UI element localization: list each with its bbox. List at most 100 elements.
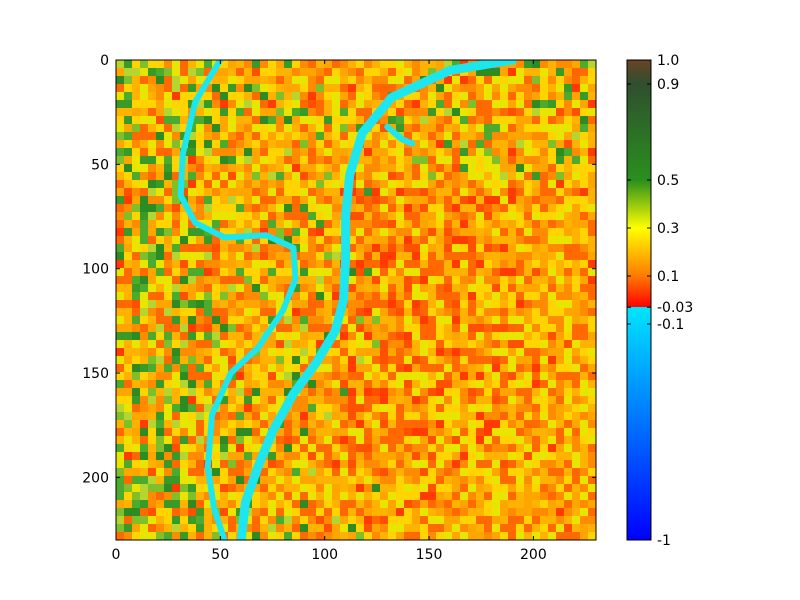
heatmap-cell [540, 220, 549, 229]
heatmap-cell [532, 460, 541, 469]
heatmap-cell [556, 76, 565, 85]
heatmap-cell [244, 220, 253, 229]
heatmap-cell [548, 500, 557, 509]
heatmap-cell [564, 292, 573, 301]
heatmap-cell [404, 180, 413, 189]
heatmap-cell [580, 500, 589, 509]
heatmap-cell [148, 452, 157, 461]
heatmap-cell [436, 460, 445, 469]
heatmap-cell [308, 244, 317, 253]
heatmap-cell [540, 284, 549, 293]
heatmap-cell [516, 268, 525, 277]
heatmap-cell [532, 132, 541, 141]
heatmap-cell [196, 516, 205, 525]
heatmap-cell [444, 324, 453, 333]
heatmap-cell [172, 228, 181, 237]
heatmap-cell [148, 140, 157, 149]
heatmap-cell [484, 276, 493, 285]
heatmap-cell [428, 156, 437, 165]
heatmap-cell [508, 484, 517, 493]
heatmap-cell [412, 500, 421, 509]
heatmap-cell [340, 364, 349, 373]
heatmap-cell [172, 212, 181, 221]
heatmap-cell [164, 316, 173, 325]
heatmap-cell [356, 372, 365, 381]
heatmap-cell [292, 100, 301, 109]
heatmap-cell [276, 100, 285, 109]
heatmap-cell [260, 516, 269, 525]
heatmap-cell [316, 308, 325, 317]
heatmap-cell [468, 92, 477, 101]
heatmap-cell [180, 372, 189, 381]
heatmap-cell [276, 396, 285, 405]
heatmap-cell [292, 140, 301, 149]
heatmap-cell [156, 508, 165, 517]
heatmap-cell [588, 220, 596, 229]
heatmap-cell [428, 180, 437, 189]
heatmap-cell [444, 364, 453, 373]
heatmap-cell [396, 268, 405, 277]
y-tick-label: 150 [82, 366, 109, 382]
heatmap-cell [116, 276, 125, 285]
heatmap-cell [204, 332, 213, 341]
heatmap-cell [140, 220, 149, 229]
heatmap-cell [484, 204, 493, 213]
heatmap-cell [500, 460, 509, 469]
heatmap-cell [252, 172, 261, 181]
heatmap-cell [516, 68, 525, 77]
heatmap-cell [476, 212, 485, 221]
heatmap-cell [140, 76, 149, 85]
heatmap-cell [260, 484, 269, 493]
heatmap-cell [396, 436, 405, 445]
heatmap-cell [164, 220, 173, 229]
heatmap-cell [420, 516, 429, 525]
heatmap-cell [588, 196, 596, 205]
heatmap-cell [516, 492, 525, 501]
heatmap-cell [284, 420, 293, 429]
heatmap-cell [236, 212, 245, 221]
heatmap-cell [196, 468, 205, 477]
heatmap-cell [292, 92, 301, 101]
heatmap-cell [116, 340, 125, 349]
heatmap-cell [156, 204, 165, 213]
heatmap-cell [268, 92, 277, 101]
heatmap-cell [228, 204, 237, 213]
heatmap-cell [420, 468, 429, 477]
heatmap-cell [356, 172, 365, 181]
heatmap-cell [436, 252, 445, 261]
heatmap-cell [116, 372, 125, 381]
heatmap-cell [388, 452, 397, 461]
heatmap-cell [468, 452, 477, 461]
heatmap-cell [308, 124, 317, 133]
heatmap-cell [404, 68, 413, 77]
heatmap-cell [292, 332, 301, 341]
heatmap-cell [388, 212, 397, 221]
heatmap-cell [300, 124, 309, 133]
heatmap-cell [548, 284, 557, 293]
heatmap-cell [404, 148, 413, 157]
heatmap-cell [132, 388, 141, 397]
heatmap-cell [164, 452, 173, 461]
heatmap-cell [556, 372, 565, 381]
heatmap-cell [196, 404, 205, 413]
heatmap-cell [436, 412, 445, 421]
heatmap-cell [132, 444, 141, 453]
heatmap-cell [164, 116, 173, 125]
heatmap-cell [412, 172, 421, 181]
heatmap-cell [252, 412, 261, 421]
heatmap-cell [428, 300, 437, 309]
heatmap-cell [260, 196, 269, 205]
heatmap-cell [124, 308, 133, 317]
heatmap-cell [508, 460, 517, 469]
heatmap-cell [540, 492, 549, 501]
heatmap-cell [300, 68, 309, 77]
heatmap-cell [436, 324, 445, 333]
heatmap-cell [404, 300, 413, 309]
heatmap-cell [476, 252, 485, 261]
heatmap-cell [348, 340, 357, 349]
heatmap-cell [548, 236, 557, 245]
heatmap-cell [500, 308, 509, 317]
heatmap-cell [468, 236, 477, 245]
heatmap-cell [372, 204, 381, 213]
heatmap-cell [308, 164, 317, 173]
